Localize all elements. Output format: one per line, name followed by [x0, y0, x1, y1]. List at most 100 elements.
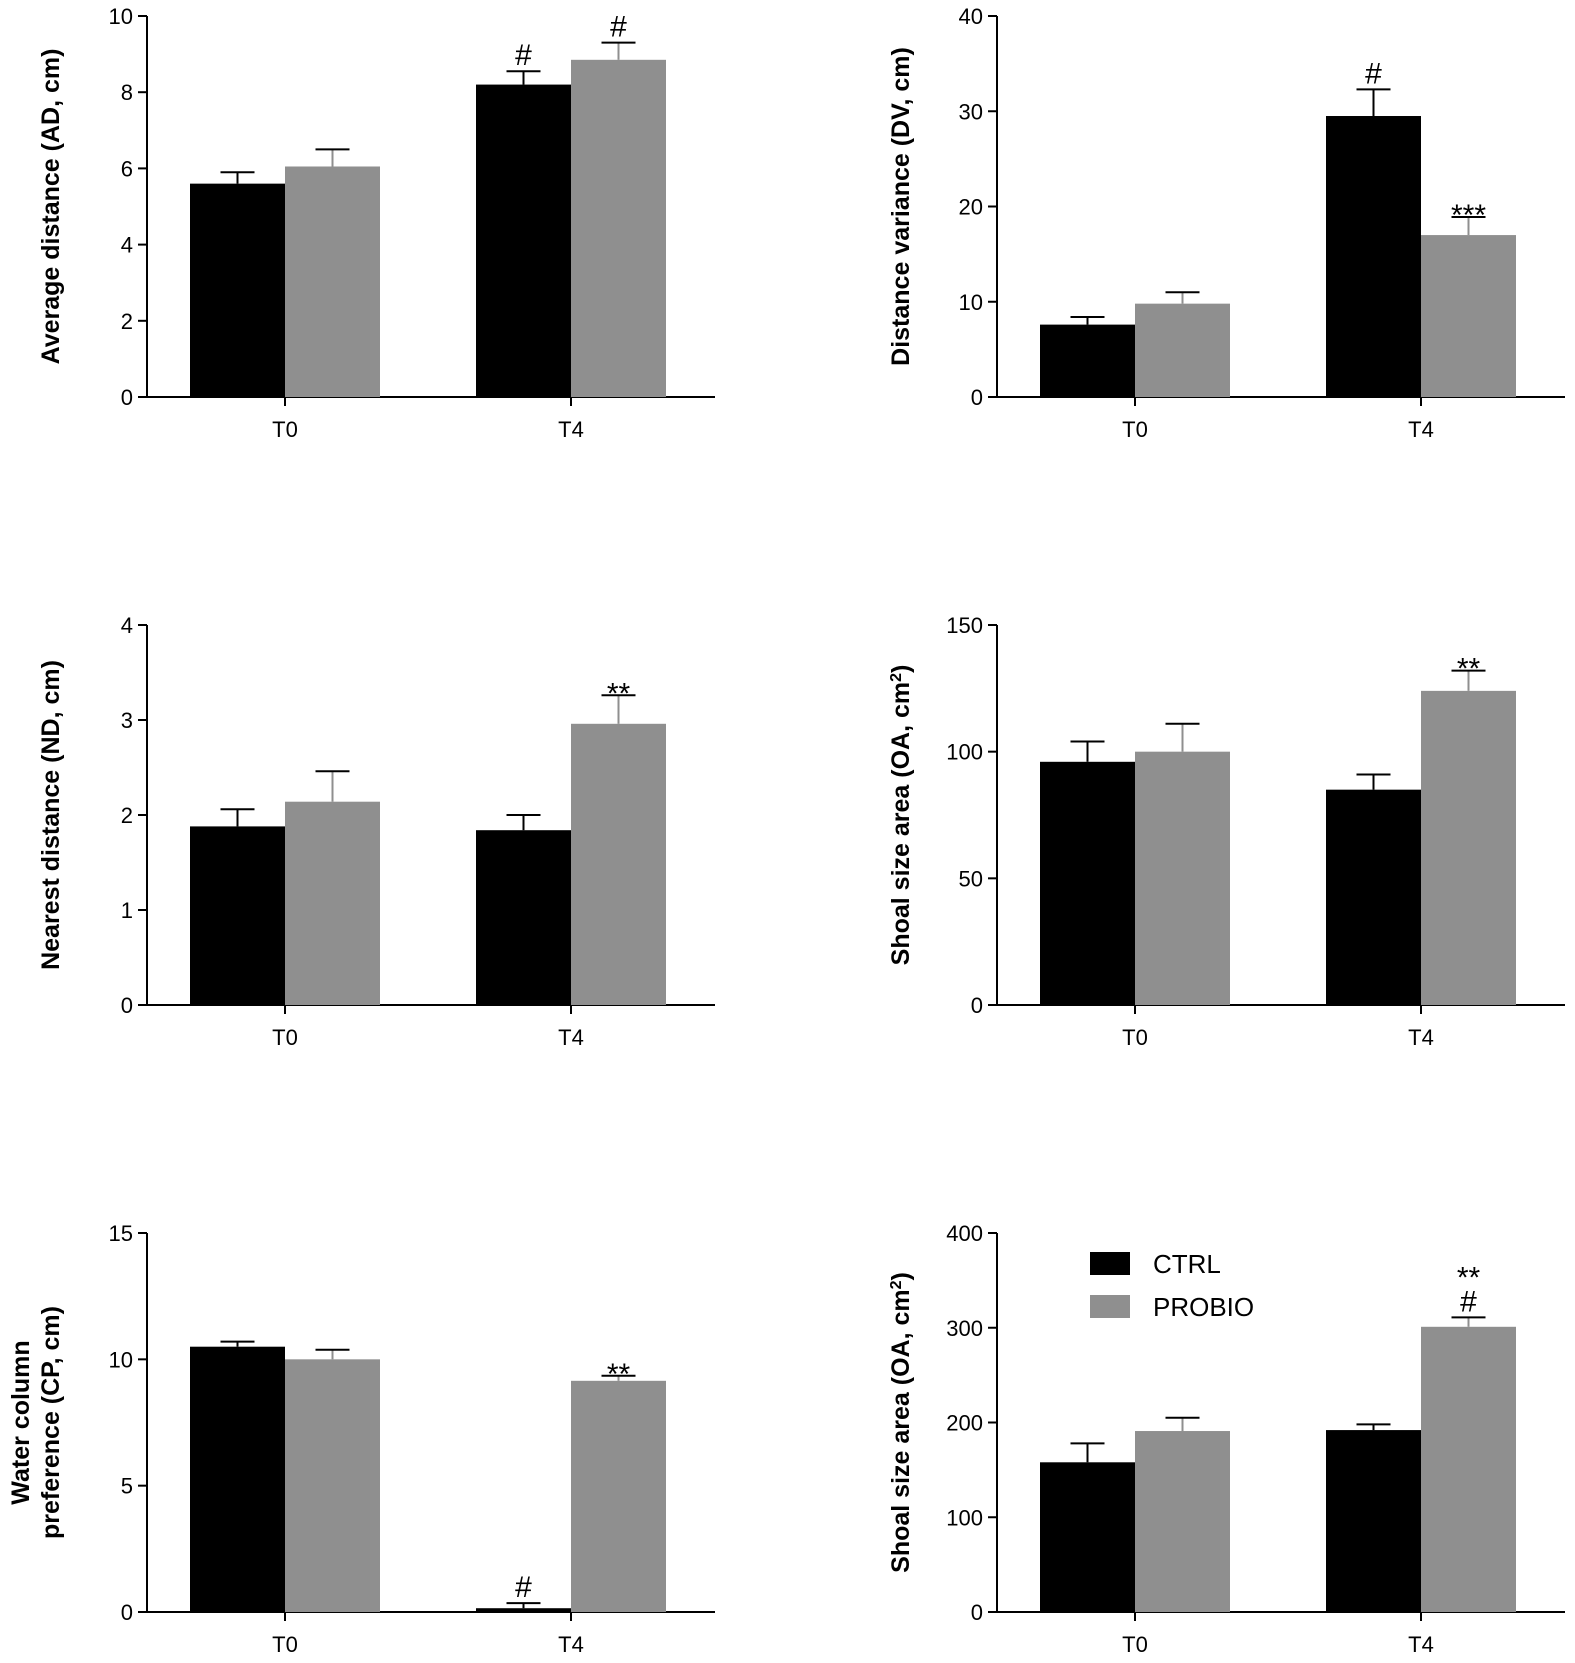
legend: CTRL PROBIO — [1090, 1249, 1254, 1322]
bar-ctrl-t4 — [1326, 1430, 1421, 1612]
y-tick-label: 200 — [946, 1411, 983, 1436]
bar-probio-t0 — [1135, 1431, 1230, 1612]
x-tick-label: T0 — [272, 417, 298, 442]
y-tick-label: 0 — [121, 385, 133, 410]
significance-hash: # — [610, 11, 627, 44]
x-tick-label: T4 — [558, 1632, 584, 1657]
x-tick-label: T0 — [1122, 1025, 1148, 1050]
y-tick-label: 0 — [971, 385, 983, 410]
y-axis-title-main: Shoal size area (OA, cm — [887, 682, 915, 965]
y-tick-label: 10 — [109, 1347, 133, 1372]
bar-ctrl-t0 — [1040, 761, 1135, 1005]
bar-probio-t0 — [285, 1359, 380, 1612]
significance-hash: # — [1460, 1285, 1477, 1318]
y-tick-label: 3 — [121, 708, 133, 733]
y-tick-label: 5 — [121, 1474, 133, 1499]
y-tick-label: 6 — [121, 156, 133, 181]
y-axis-title-superscript: 2 — [888, 673, 905, 682]
y-axis-title: Shoal size area (OA, cm2) — [887, 1272, 915, 1573]
y-axis-title-end: ) — [887, 665, 915, 673]
y-tick-label: 100 — [946, 1505, 983, 1530]
y-axis-title: Shoal size area (OA, cm2) — [887, 665, 915, 966]
significance-stars: ** — [1457, 1261, 1481, 1294]
y-tick-label: 100 — [946, 740, 983, 765]
legend-label-ctrl: CTRL — [1153, 1249, 1221, 1279]
significance-hash: # — [515, 39, 532, 72]
bar-ctrl-t4 — [476, 1608, 571, 1612]
y-tick-label: 2 — [121, 309, 133, 334]
legend-swatch-probio — [1090, 1295, 1130, 1318]
bar-ctrl-t4 — [1326, 116, 1421, 397]
x-tick-label: T0 — [272, 1632, 298, 1657]
significance-stars: *** — [1451, 199, 1486, 232]
significance-stars: ** — [607, 677, 631, 710]
bar-ctrl-t4 — [476, 84, 571, 397]
y-axis-title-line: Water column — [7, 1340, 35, 1504]
x-tick-label: T4 — [558, 1025, 584, 1050]
bar-probio-t4 — [571, 1380, 666, 1612]
y-axis-title-line: preference (CP, cm) — [37, 1306, 65, 1539]
legend-label-probio: PROBIO — [1153, 1292, 1254, 1322]
x-tick-label: T4 — [1408, 1025, 1434, 1050]
y-tick-label: 2 — [121, 803, 133, 828]
bar-probio-t0 — [1135, 751, 1230, 1005]
y-axis-title: Average distance (AD, cm) — [37, 49, 65, 365]
y-tick-label: 0 — [121, 1600, 133, 1625]
significance-hash: # — [1365, 57, 1382, 90]
chart-panel-cp: 0 5 10 15 T0 T4 # ** Water column preference (CP,… — [7, 1221, 715, 1657]
chart-panel-dv: 0 10 20 30 40 T0 T4 # *** Distance variance (DV, … — [887, 4, 1565, 442]
bar-ctrl-t0 — [190, 826, 285, 1005]
legend-swatch-ctrl — [1090, 1252, 1130, 1275]
x-tick-label: T0 — [272, 1025, 298, 1050]
y-axis-title-end: ) — [887, 1272, 915, 1280]
x-tick-label: T4 — [1408, 417, 1434, 442]
significance-stars: ** — [607, 1358, 631, 1391]
bar-probio-t4 — [1421, 235, 1516, 397]
y-tick-label: 20 — [959, 195, 983, 220]
y-tick-label: 10 — [959, 290, 983, 315]
y-axis-title-superscript: 2 — [888, 1280, 905, 1289]
y-tick-label: 400 — [946, 1221, 983, 1246]
bar-ctrl-t4 — [476, 830, 571, 1005]
bar-ctrl-t0 — [190, 1346, 285, 1612]
bar-probio-t4 — [571, 59, 666, 397]
y-axis-title-main: Shoal size area (OA, cm — [887, 1289, 915, 1572]
y-tick-label: 15 — [109, 1221, 133, 1246]
y-tick-label: 1 — [121, 898, 133, 923]
y-tick-label: 4 — [121, 613, 133, 638]
chart-panel-oa2: 0 100 200 300 400 T0 T4 **# Shoal size area (OA,… — [887, 1221, 1565, 1657]
chart-panel-nd: 0 1 2 3 4 T0 T4 ** Nearest distance (ND, cm) — [37, 613, 715, 1050]
y-tick-label: 300 — [946, 1316, 983, 1341]
bar-probio-t0 — [1135, 303, 1230, 397]
bar-ctrl-t0 — [190, 183, 285, 397]
x-tick-label: T0 — [1122, 417, 1148, 442]
y-tick-label: 0 — [121, 993, 133, 1018]
y-axis-title: Nearest distance (ND, cm) — [37, 660, 65, 970]
bar-ctrl-t4 — [1326, 789, 1421, 1005]
y-tick-label: 8 — [121, 80, 133, 105]
significance-stars: ** — [1457, 653, 1481, 686]
bar-probio-t0 — [285, 166, 380, 397]
x-tick-label: T0 — [1122, 1632, 1148, 1657]
y-tick-label: 0 — [971, 993, 983, 1018]
y-tick-label: 0 — [971, 1600, 983, 1625]
x-tick-label: T4 — [1408, 1632, 1434, 1657]
y-axis-title: Distance variance (DV, cm) — [887, 47, 915, 366]
chart-panel-oa1: 0 50 100 150 T0 T4 ** Shoal size area (OA, cm2) — [887, 613, 1565, 1050]
y-tick-label: 30 — [959, 99, 983, 124]
bar-ctrl-t0 — [1040, 1462, 1135, 1612]
y-tick-label: 40 — [959, 4, 983, 29]
x-tick-label: T4 — [558, 417, 584, 442]
bar-probio-t0 — [285, 801, 380, 1005]
y-tick-label: 10 — [109, 4, 133, 29]
y-tick-label: 50 — [959, 866, 983, 891]
chart-panel-ad: 0 2 4 6 8 10 T0 T4 # # Average distance (AD, cm) — [37, 4, 715, 442]
bar-probio-t4 — [1421, 1326, 1516, 1612]
y-tick-label: 4 — [121, 233, 133, 258]
y-tick-label: 150 — [946, 613, 983, 638]
bar-probio-t4 — [1421, 690, 1516, 1005]
bar-probio-t4 — [571, 723, 666, 1005]
significance-hash: # — [515, 1571, 532, 1604]
bar-ctrl-t0 — [1040, 324, 1135, 397]
